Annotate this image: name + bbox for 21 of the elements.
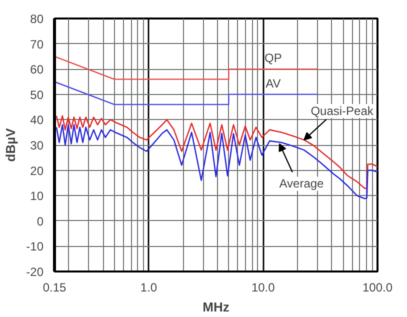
x-tick-label: 10.0 — [251, 280, 276, 294]
y-tick-label: 30 — [30, 138, 44, 152]
annotation: Quasi-Peak — [310, 104, 374, 118]
y-tick-label: 0 — [36, 214, 44, 228]
y-tick-label: 20 — [30, 164, 44, 178]
y-tick-label: 70 — [30, 37, 44, 52]
y-tick-label: 60 — [30, 62, 44, 77]
x-tick-label: 1.0 — [140, 280, 158, 294]
annotation: Average — [279, 176, 324, 191]
y-tick-label: -20 — [26, 265, 44, 279]
y-tick-label: 50 — [30, 88, 44, 102]
y-tick-label: 40 — [30, 113, 44, 128]
x-tick-label: 100.0 — [362, 280, 393, 294]
x-axis-title: MHz — [202, 300, 230, 314]
y-tick-label: 10 — [30, 189, 44, 204]
series-label: QP — [264, 51, 282, 66]
y-tick-label: -10 — [26, 240, 44, 254]
series-label: AV — [266, 76, 281, 90]
y-axis-title: dBµV — [3, 128, 18, 162]
y-tick-label: 80 — [30, 12, 44, 26]
x-tick-label: 0.15 — [42, 280, 67, 294]
